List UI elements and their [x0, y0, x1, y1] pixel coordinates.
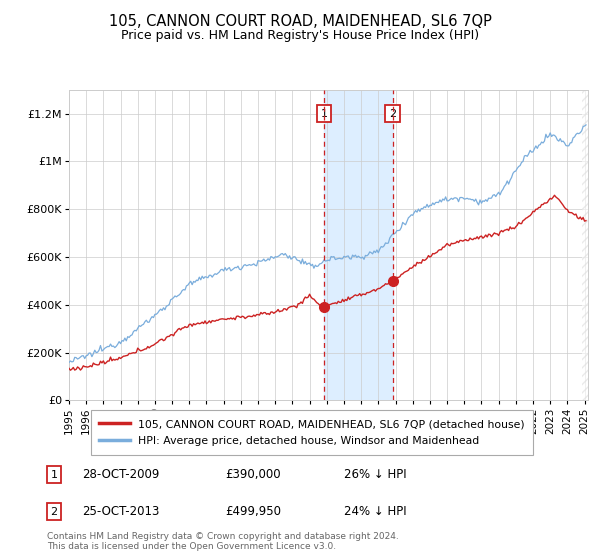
Text: Contains HM Land Registry data © Crown copyright and database right 2024.
This d: Contains HM Land Registry data © Crown c… — [47, 531, 399, 551]
Legend: 105, CANNON COURT ROAD, MAIDENHEAD, SL6 7QP (detached house), HPI: Average price: 105, CANNON COURT ROAD, MAIDENHEAD, SL6 … — [91, 410, 533, 455]
Text: 1: 1 — [50, 470, 58, 479]
Text: 24% ↓ HPI: 24% ↓ HPI — [344, 505, 407, 518]
Text: 26% ↓ HPI: 26% ↓ HPI — [344, 468, 407, 481]
Text: 105, CANNON COURT ROAD, MAIDENHEAD, SL6 7QP: 105, CANNON COURT ROAD, MAIDENHEAD, SL6 … — [109, 14, 491, 29]
Text: 28-OCT-2009: 28-OCT-2009 — [83, 468, 160, 481]
Text: £390,000: £390,000 — [226, 468, 281, 481]
Text: Price paid vs. HM Land Registry's House Price Index (HPI): Price paid vs. HM Land Registry's House … — [121, 29, 479, 42]
Text: 2: 2 — [50, 507, 58, 517]
Text: £499,950: £499,950 — [226, 505, 281, 518]
Text: 25-OCT-2013: 25-OCT-2013 — [83, 505, 160, 518]
Text: 1: 1 — [320, 109, 328, 119]
Bar — [324, 90, 392, 400]
Text: 2: 2 — [389, 109, 396, 119]
